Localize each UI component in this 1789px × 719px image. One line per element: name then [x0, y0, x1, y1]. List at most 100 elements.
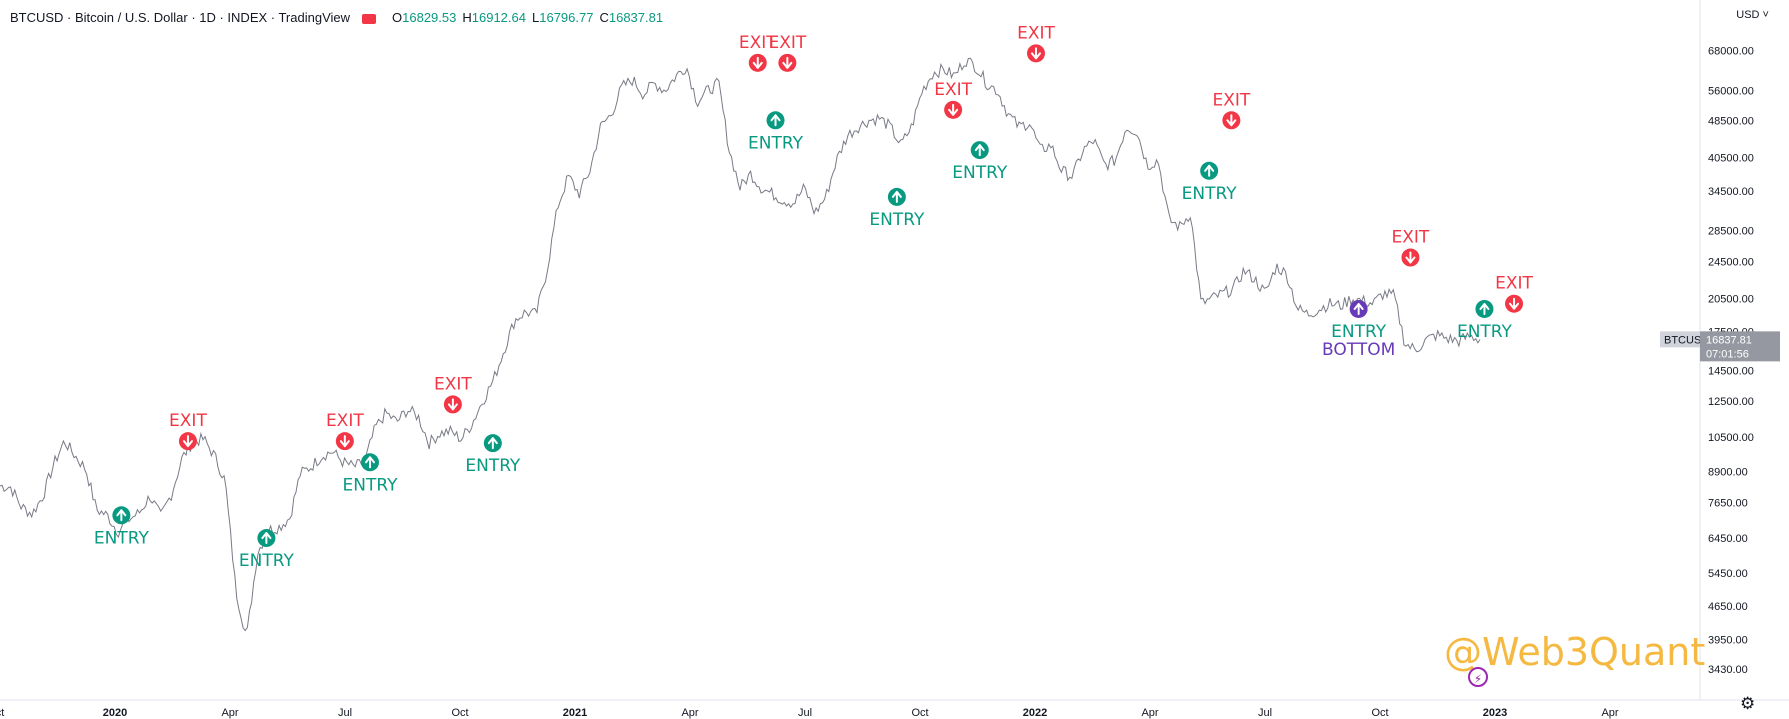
x-tick-label: Jul: [1258, 707, 1272, 719]
y-tick-label: 7650.00: [1708, 498, 1748, 510]
exit-label: EXIT: [169, 411, 207, 431]
x-tick-label: Oct: [1371, 707, 1388, 719]
arrow-glyph: [752, 56, 763, 69]
y-tick-label: 68000.00: [1708, 45, 1754, 57]
arrow-glyph: [182, 435, 193, 448]
arrow-glyph: [116, 509, 127, 522]
flag-icon[interactable]: [362, 13, 377, 24]
exit-marker[interactable]: EXIT: [1392, 228, 1430, 267]
entry-label: ENTRY: [465, 456, 521, 476]
entry-label: ENTRY: [94, 528, 150, 548]
entry-label: ENTRY: [1182, 184, 1238, 204]
entry-label: ENTRY: [869, 210, 925, 230]
arrow-glyph: [365, 456, 375, 469]
entry-marker[interactable]: ENTRY: [952, 141, 1008, 183]
gear-icon[interactable]: ⚙: [1740, 694, 1756, 713]
entry-marker[interactable]: ENTRY: [869, 187, 925, 230]
y-tick-label: 4650.00: [1708, 601, 1748, 613]
x-tick-label: 2020: [103, 707, 127, 719]
currency-selector[interactable]: USD ˅: [1736, 9, 1769, 21]
entry-label: ENTRY: [748, 133, 804, 153]
exit-marker[interactable]: EXIT: [934, 80, 973, 119]
entry-marker[interactable]: ENTRY: [239, 529, 295, 571]
entry-marker[interactable]: ENTRY: [343, 453, 399, 495]
entry-marker[interactable]: ENTRY: [94, 506, 150, 548]
arrow-glyph: [339, 435, 350, 448]
exit-marker[interactable]: EXIT: [1495, 274, 1534, 313]
arrow-glyph: [1509, 297, 1520, 310]
entry-label: ENTRY: [343, 475, 399, 495]
y-tick-label: 24500.00: [1708, 257, 1754, 269]
entry-marker[interactable]: ENTRY: [465, 434, 521, 476]
entry-label: ENTRY: [1457, 322, 1513, 342]
arrow-glyph: [782, 56, 793, 69]
x-tick-label: 2022: [1023, 707, 1047, 719]
arrow-glyph: [1405, 251, 1416, 264]
x-tick-label: Oct: [451, 707, 468, 719]
watermark: @Web3Quant: [1444, 630, 1706, 674]
y-tick-label: 5450.00: [1708, 568, 1748, 580]
y-tick-label: 28500.00: [1708, 225, 1754, 237]
x-tick-label: Apr: [1141, 707, 1158, 719]
y-tick-label: 6450.00: [1708, 533, 1748, 545]
chart-header: BTCUSD · Bitcoin / U.S. Dollar · 1D · IN…: [10, 10, 669, 25]
exit-label: EXIT: [739, 33, 777, 53]
entry-label: ENTRY: [952, 163, 1008, 183]
exit-label: EXIT: [1495, 274, 1533, 294]
exit-label: EXIT: [434, 374, 472, 394]
x-tick-label: Jul: [338, 707, 352, 719]
last-price-label: 16837.81: [1706, 334, 1752, 346]
x-tick-label: Oct: [911, 707, 928, 719]
x-tick-label: 2023: [1483, 707, 1507, 719]
low-value: L16796.77: [532, 10, 594, 25]
price-line: [0, 57, 1481, 632]
y-tick-label: 14500.00: [1708, 365, 1754, 377]
arrow-glyph: [261, 532, 272, 545]
arrow-glyph: [974, 144, 985, 157]
y-tick-label: 10500.00: [1708, 432, 1754, 444]
arrow-glyph: [891, 190, 902, 203]
exit-label: EXIT: [934, 80, 972, 100]
exit-label: EXIT: [1212, 90, 1250, 110]
entry-marker[interactable]: ENTRY: [1457, 299, 1513, 342]
y-tick-label: 3430.00: [1708, 664, 1748, 676]
y-tick-label: 40500.00: [1708, 153, 1754, 165]
entry-marker[interactable]: ENTRY: [1182, 161, 1238, 204]
y-tick-label: 48500.00: [1708, 115, 1754, 127]
x-tick-label: ct: [0, 707, 4, 719]
arrow-glyph: [1353, 302, 1364, 315]
symbol-title[interactable]: BTCUSD · Bitcoin / U.S. Dollar · 1D · IN…: [10, 10, 351, 25]
close-value: C16837.81: [599, 10, 664, 25]
x-tick-label: Apr: [1601, 707, 1618, 719]
exit-marker[interactable]: EXIT: [768, 33, 807, 72]
exit-label: EXIT: [768, 33, 806, 53]
high-value: H16912.64: [462, 10, 526, 25]
x-tick-label: 2021: [563, 707, 587, 719]
y-tick-label: 56000.00: [1708, 85, 1754, 97]
x-tick-label: Jul: [798, 707, 812, 719]
arrow-glyph: [948, 103, 959, 116]
exit-marker[interactable]: EXIT: [434, 374, 472, 414]
lightning-icon[interactable]: ⚡: [1468, 667, 1488, 687]
arrow-glyph: [487, 437, 498, 450]
exit-marker[interactable]: EXIT: [326, 411, 364, 451]
exit-marker[interactable]: EXIT: [1017, 23, 1056, 63]
entry-marker[interactable]: ENTRY: [748, 111, 804, 153]
exit-marker[interactable]: EXIT: [169, 411, 207, 451]
entry-label: ENTRY: [239, 551, 295, 571]
entry-label: ENTRY: [1331, 322, 1387, 342]
exit-marker[interactable]: EXIT: [739, 33, 777, 72]
exit-label: EXIT: [326, 411, 364, 431]
exit-marker[interactable]: EXIT: [1212, 90, 1251, 130]
arrow-glyph: [1031, 47, 1041, 60]
arrow-glyph: [770, 114, 781, 127]
x-tick-label: Apr: [681, 707, 698, 719]
arrow-glyph: [1204, 164, 1215, 177]
exit-label: EXIT: [1017, 23, 1055, 43]
y-tick-label: 3950.00: [1708, 635, 1748, 647]
countdown-label: 07:01:56: [1706, 348, 1749, 360]
bottom-label: BOTTOM: [1322, 340, 1395, 360]
